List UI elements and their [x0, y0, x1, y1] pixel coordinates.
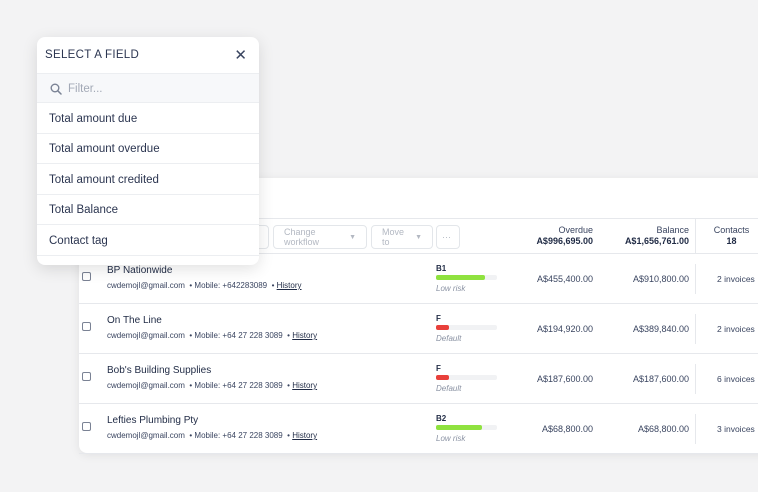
risk-grade: B1 [436, 264, 447, 273]
more-icon: ··· [442, 232, 451, 242]
contacts-total: 18 [726, 236, 737, 246]
search-icon [50, 83, 62, 95]
table-row[interactable]: BP Nationwide cwdemojl@gmail.com • Mobil… [79, 254, 758, 304]
risk-grade: F [436, 364, 441, 373]
invoice-count[interactable]: 2 invoices [717, 274, 755, 284]
overdue-amount: A$194,920.00 [536, 324, 593, 334]
risk-bar-fill [436, 325, 450, 330]
table-row[interactable]: Bob's Building Supplies cwdemojl@gmail.c… [79, 354, 758, 404]
history-bullet: • [287, 431, 290, 440]
row-checkbox[interactable] [82, 272, 91, 281]
contact-email: cwdemojl@gmail.com [107, 281, 185, 290]
contact-name[interactable]: BP Nationwide [107, 265, 173, 276]
risk-bar [436, 375, 497, 380]
field-option-total-amount-credited[interactable]: Total amount credited [37, 165, 259, 195]
field-option-total-amount-overdue[interactable]: Total amount overdue [37, 134, 259, 164]
risk-label: Low risk [436, 434, 466, 443]
filter-box [37, 73, 259, 103]
risk-bar [436, 325, 497, 330]
contact-mobile: • Mobile: +64 27 228 3089 [189, 431, 283, 440]
row-checkbox[interactable] [82, 322, 91, 331]
balance-label: Balance [656, 225, 689, 235]
history-bullet: • [287, 381, 290, 390]
move-to-button[interactable]: Move to ▼ [371, 225, 433, 249]
change-workflow-label: Change workflow [284, 227, 320, 247]
risk-bar [436, 275, 497, 280]
table-row[interactable]: Lefties Plumbing Pty cwdemojl@gmail.com … [79, 404, 758, 454]
history-link[interactable]: History [292, 381, 318, 390]
overdue-total: A$996,695.00 [536, 236, 593, 246]
contact-name[interactable]: Lefties Plumbing Pty [107, 415, 199, 426]
row-checkbox[interactable] [82, 372, 91, 381]
field-option-total-balance[interactable]: Total Balance [37, 195, 259, 225]
contact-meta: cwdemojl@gmail.com • Mobile: +64 27 228 … [107, 381, 317, 390]
risk-bar [436, 425, 497, 430]
overdue-label: Overdue [558, 225, 593, 235]
overdue-amount: A$187,600.00 [536, 374, 593, 384]
column-header-balance[interactable]: Balance A$1,656,761.00 [599, 225, 689, 247]
overdue-amount: A$68,800.00 [541, 424, 593, 434]
contact-meta: cwdemojl@gmail.com • Mobile: +642283089 … [107, 281, 302, 290]
select-field-popover: SELECT A FIELD ✕ Total amount due Total … [37, 37, 259, 265]
contact-mobile: • Mobile: +64 27 228 3089 [189, 381, 283, 390]
history-link[interactable]: History [292, 431, 318, 440]
invoice-count[interactable]: 2 invoices [717, 324, 755, 334]
risk-label: Low risk [436, 284, 466, 293]
history-bullet: • [287, 331, 290, 340]
move-to-label: Move to [382, 227, 405, 247]
contact-mobile: • Mobile: +64 27 228 3089 [189, 331, 283, 340]
contact-mobile: • Mobile: +642283089 [189, 281, 268, 290]
contact-email: cwdemojl@gmail.com [107, 381, 185, 390]
table-row[interactable]: On The Line cwdemojl@gmail.com • Mobile:… [79, 304, 758, 354]
history-bullet: • [271, 281, 275, 290]
popover-header: SELECT A FIELD ✕ [37, 37, 259, 73]
column-divider [695, 314, 696, 344]
risk-grade: B2 [436, 414, 447, 423]
contact-name[interactable]: Bob's Building Supplies [107, 365, 212, 376]
overdue-amount: A$455,400.00 [536, 274, 593, 284]
balance-amount: A$910,800.00 [632, 274, 689, 284]
contact-name[interactable]: On The Line [107, 315, 162, 326]
risk-bar-fill [436, 375, 450, 380]
chevron-down-icon: ▼ [415, 233, 422, 241]
balance-amount: A$68,800.00 [637, 424, 689, 434]
column-divider [695, 414, 696, 444]
column-header-contacts[interactable]: Contacts 18 [709, 225, 754, 247]
risk-bar-fill [436, 425, 482, 430]
column-divider [695, 218, 696, 254]
risk-grade: F [436, 314, 441, 323]
contacts-table: Change workflow ▼ Move to ▼ ··· Overdue … [79, 178, 758, 454]
contact-meta: cwdemojl@gmail.com • Mobile: +64 27 228 … [107, 431, 317, 440]
change-workflow-button[interactable]: Change workflow ▼ [273, 225, 367, 249]
risk-bar-fill [436, 275, 485, 280]
row-checkbox[interactable] [82, 422, 91, 431]
chevron-down-icon: ▼ [349, 233, 356, 241]
column-divider [695, 264, 696, 294]
balance-total: A$1,656,761.00 [624, 236, 689, 246]
contact-meta: cwdemojl@gmail.com • Mobile: +64 27 228 … [107, 331, 317, 340]
more-actions-button[interactable]: ··· [436, 225, 460, 249]
history-link[interactable]: History [292, 331, 318, 340]
column-divider [695, 364, 696, 394]
balance-amount: A$389,840.00 [632, 324, 689, 334]
popover-title: SELECT A FIELD [45, 49, 140, 61]
risk-label: Default [436, 334, 462, 343]
close-icon[interactable]: ✕ [234, 47, 247, 64]
contacts-label: Contacts [713, 225, 750, 235]
risk-label: Default [436, 384, 462, 393]
field-option-contact-tag[interactable]: Contact tag [37, 226, 259, 256]
field-option-total-amount-due[interactable]: Total amount due [37, 104, 259, 134]
contact-email: cwdemojl@gmail.com [107, 331, 185, 340]
invoice-count[interactable]: 3 invoices [717, 424, 755, 434]
column-header-overdue[interactable]: Overdue A$996,695.00 [509, 225, 593, 247]
filter-input[interactable] [68, 79, 248, 99]
contact-email: cwdemojl@gmail.com [107, 431, 185, 440]
balance-amount: A$187,600.00 [632, 374, 689, 384]
history-link[interactable]: History [276, 281, 302, 290]
invoice-count[interactable]: 6 invoices [717, 374, 755, 384]
